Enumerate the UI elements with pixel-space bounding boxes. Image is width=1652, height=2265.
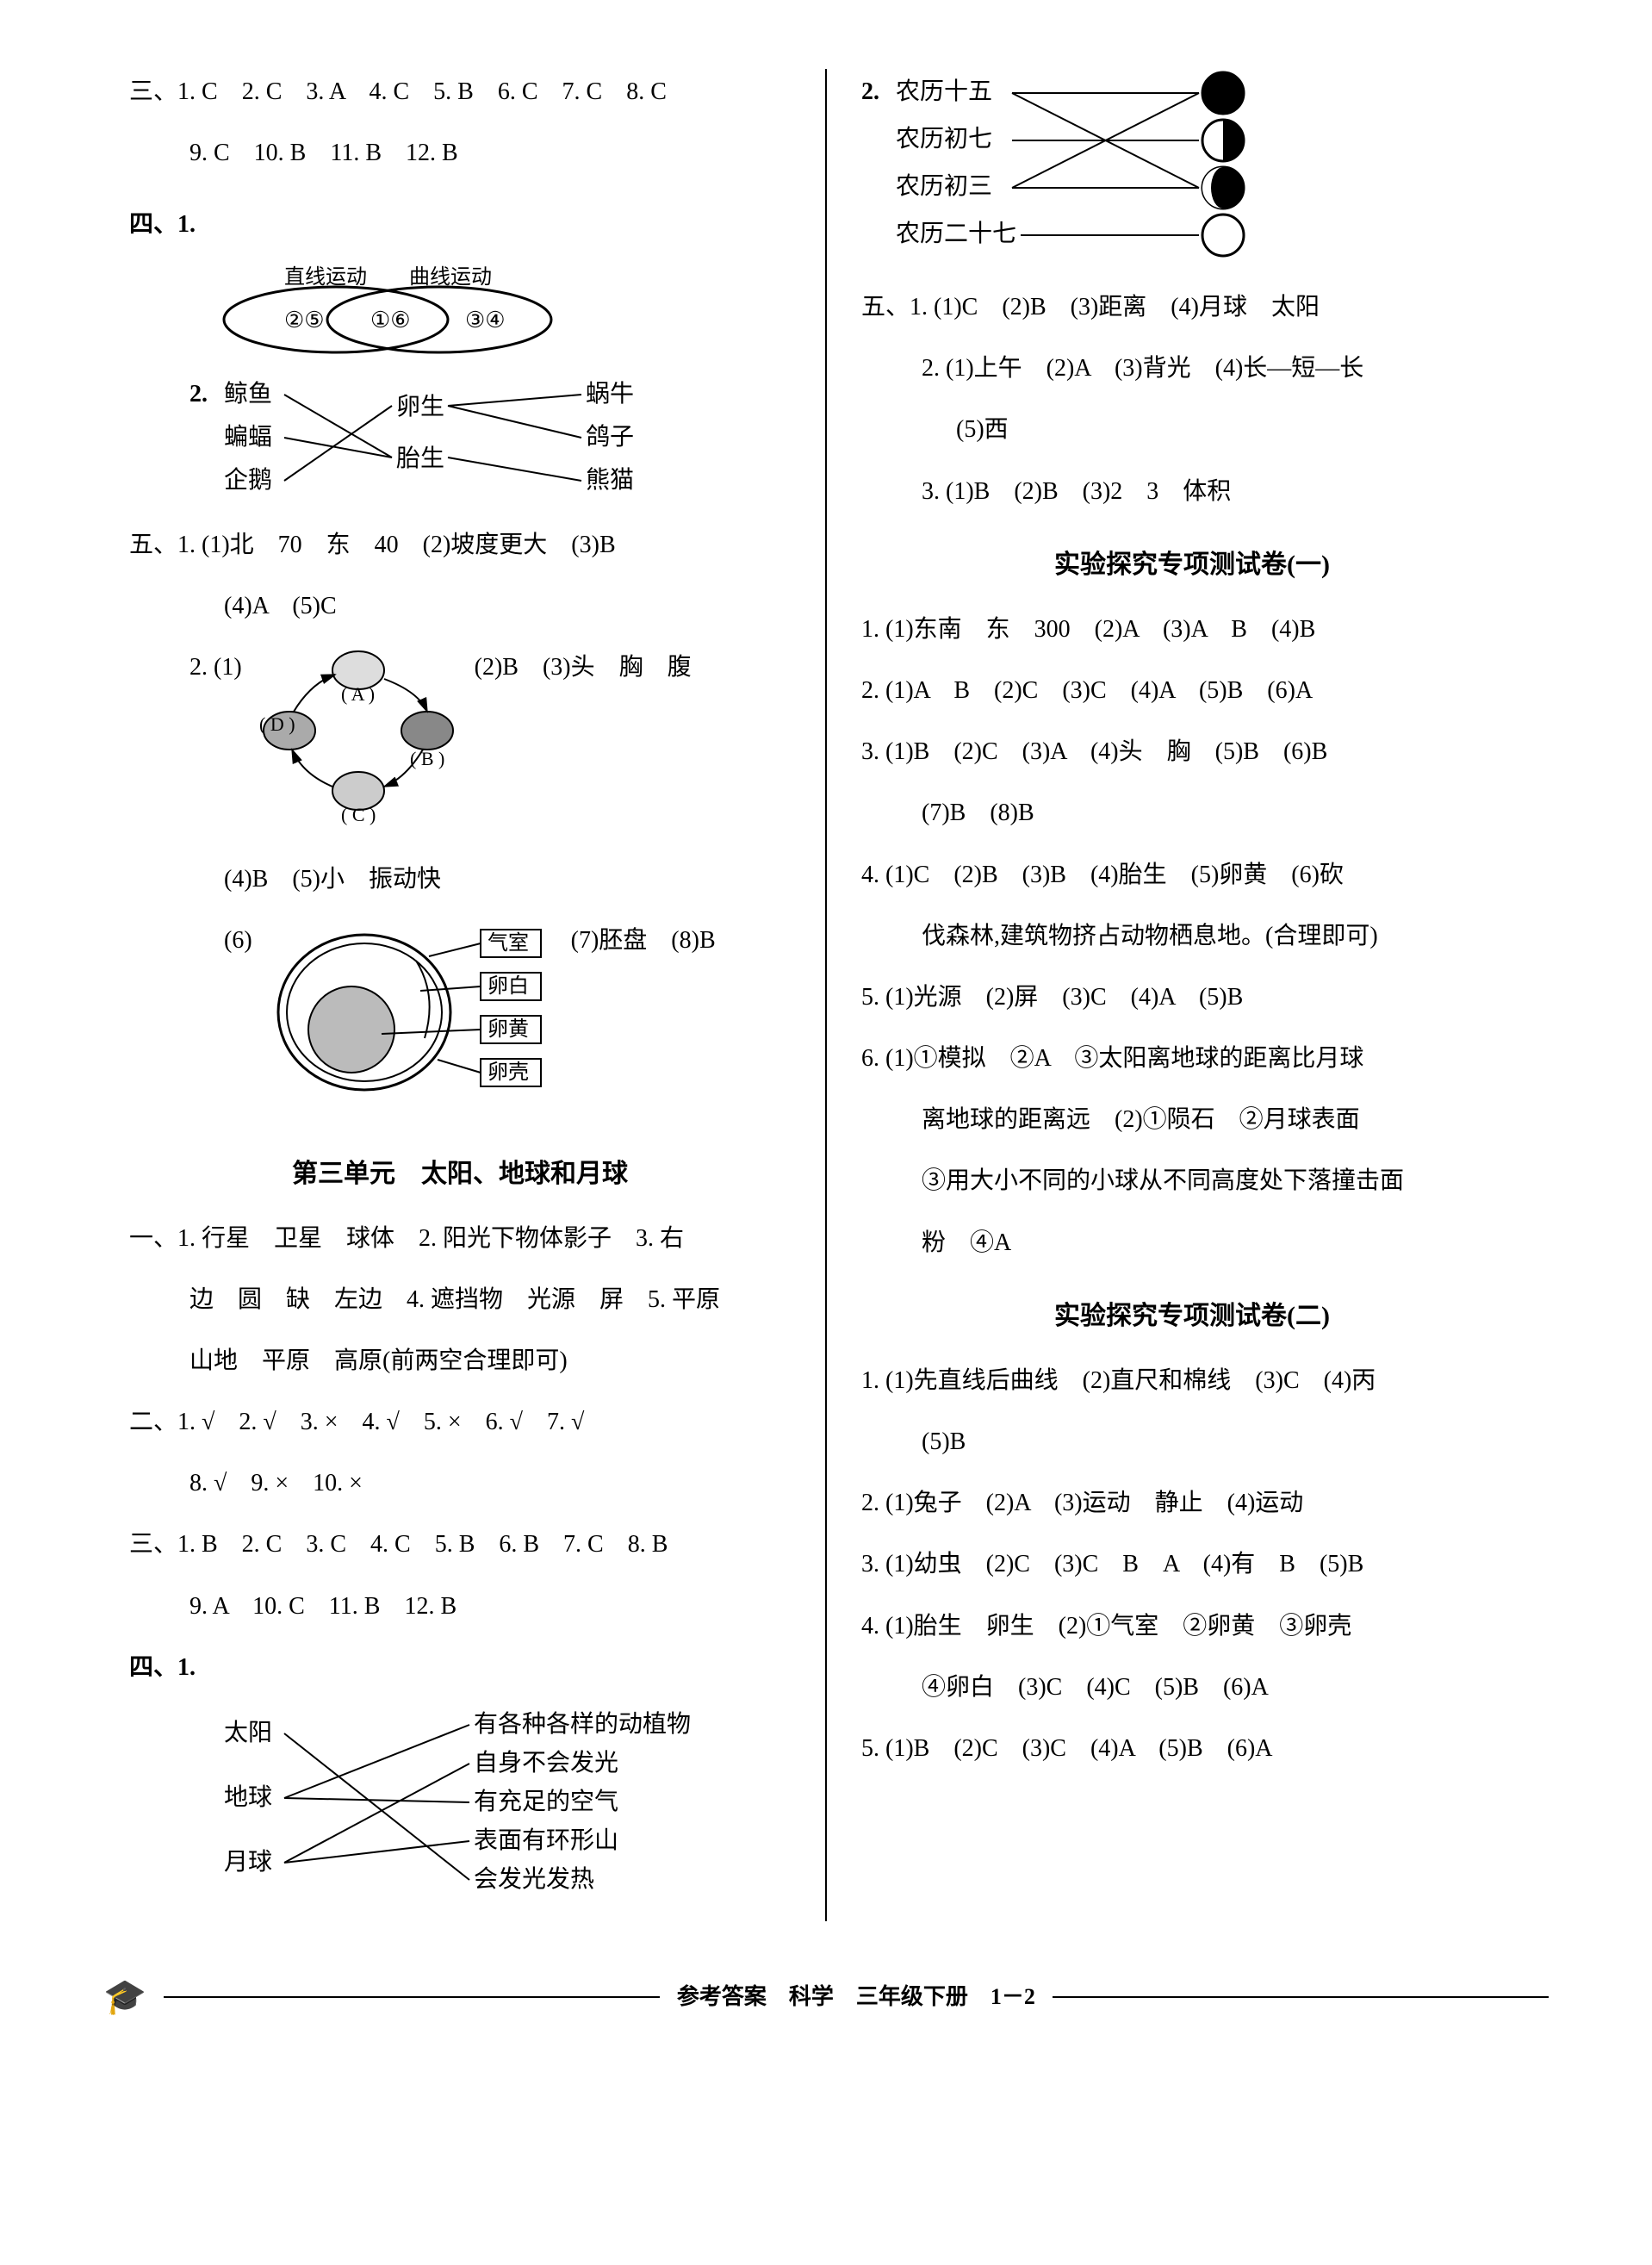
cyc-b: ( B ) <box>410 748 444 769</box>
text-line: (4)B (5)小 振动快 <box>129 856 791 902</box>
text-line: (5)B <box>861 1419 1523 1465</box>
sem-r0: 有各种各样的动植物 <box>474 1710 691 1738</box>
sem-r4: 会发光发热 <box>474 1865 594 1893</box>
text-line: 2. (1)上午 (2)A (3)背光 (4)长—短—长 <box>861 345 1523 391</box>
venn-svg: ②⑤ ①⑥ ③④ <box>207 264 568 358</box>
mm1: 胎生 <box>396 445 444 472</box>
moon-l0: 农历十五 <box>896 78 992 105</box>
cyc-c: ( C ) <box>341 804 376 825</box>
text-line: 边 圆 缺 左边 4. 遮挡物 光源 屏 5. 平原 <box>129 1277 791 1322</box>
moon-l1: 农历初七 <box>896 125 992 152</box>
cyc-d: ( D ) <box>259 713 295 735</box>
text-line: 四、1. <box>129 202 791 247</box>
text-line: 3. (1)B (2)C (3)A (4)头 胸 (5)B (6)B <box>861 729 1523 775</box>
text-line: 山地 平原 高原(前两空合理即可) <box>129 1338 791 1384</box>
sem-r3: 表面有环形山 <box>474 1826 618 1854</box>
footer-text: 参考答案 科学 三年级下册 1－2 <box>677 1976 1035 2018</box>
sem-l2: 月球 <box>224 1848 272 1876</box>
mr1: 鸽子 <box>586 423 634 451</box>
egg-diagram: 气室 卵白 卵黄 卵壳 <box>270 918 554 1123</box>
text-line: 离地球的距离远 (2)①陨石 ②月球表面 <box>861 1097 1523 1142</box>
section-prefix: 四、1. <box>129 211 196 238</box>
moon-phase-match: 2. 农历十五 农历初七 农历初三 农历二十七 <box>861 69 1266 267</box>
text-line: ③用大小不同的小球从不同高度处下落撞击面 <box>861 1158 1523 1204</box>
grad-cap-icon: 🎓 <box>103 1964 146 2030</box>
text-line: (6) 气室 卵白 <box>129 918 791 1123</box>
sem-l0: 太阳 <box>224 1719 272 1746</box>
text-line: (5)西 <box>861 407 1523 452</box>
sem-r1: 自身不会发光 <box>474 1749 618 1777</box>
text-line: 9. A 10. C 11. B 12. B <box>129 1584 791 1629</box>
text-line: 6. (1)①模拟 ②A ③太阳离地球的距离比月球 <box>861 1036 1523 1081</box>
q-tail: (7)胚盘 (8)B <box>571 918 716 963</box>
text-line: 4. (1)C (2)B (3)B (4)胎生 (5)卵黄 (6)砍 <box>861 852 1523 898</box>
ml2: 企鹅 <box>224 466 272 494</box>
text-line: 五、1. (1)C (2)B (3)距离 (4)月球 太阳 <box>861 284 1523 330</box>
mm0: 卵生 <box>396 393 444 420</box>
left-column: 三、1. C 2. C 3. A 4. C 5. B 6. C 7. C 8. … <box>103 69 817 1921</box>
q-prefix: (6) <box>224 918 252 963</box>
svg-text:2.: 2. <box>861 78 879 105</box>
venn-zone-left: ②⑤ <box>284 308 325 333</box>
q-tail: (2)B (3)头 胸 腹 <box>475 644 692 690</box>
text-line: 一、1. 行星 卫星 球体 2. 阳光下物体影子 3. 右 <box>129 1216 791 1261</box>
text-line: ④卵白 (3)C (4)C (5)B (6)A <box>861 1665 1523 1710</box>
page-footer: 🎓 参考答案 科学 三年级下册 1－2 <box>103 1964 1549 2030</box>
cyc-a: ( A ) <box>341 683 375 705</box>
section-prefix: 四、1. <box>129 1654 196 1681</box>
column-divider <box>825 69 827 1921</box>
sem-r2: 有充足的空气 <box>474 1788 618 1815</box>
text-line: (4)A (5)C <box>129 583 791 629</box>
venn-zone-mid: ①⑥ <box>370 308 411 333</box>
text-line: 二、1. √ 2. √ 3. × 4. √ 5. × 6. √ 7. √ <box>129 1399 791 1445</box>
right-column: 2. 农历十五 农历初七 农历初三 农历二十七 <box>835 69 1549 1921</box>
text-line: 5. (1)光源 (2)屏 (3)C (4)A (5)B <box>861 974 1523 1020</box>
text-line: 2. (1) <box>129 644 791 841</box>
moon-l2: 农历初三 <box>896 172 992 200</box>
text-line: 9. C 10. B 11. B 12. B <box>129 130 791 176</box>
answers: 1. C 2. C 3. A 4. C 5. B 6. C 7. C 8. C <box>177 78 667 105</box>
egg-l3: 卵壳 <box>488 1061 529 1084</box>
venn-label-left: 直线运动 <box>284 258 367 298</box>
text-line: 4. (1)胎生 卵生 (2)①气室 ②卵黄 ③卵壳 <box>861 1603 1523 1649</box>
text-line: 1. (1)先直线后曲线 (2)直尺和棉线 (3)C (4)丙 <box>861 1358 1523 1403</box>
sem-l1: 地球 <box>224 1783 272 1811</box>
text-line: 8. √ 9. × 10. × <box>129 1460 791 1506</box>
egg-l1: 卵白 <box>488 974 529 998</box>
text-line: 四、1. <box>129 1645 791 1690</box>
text-line: 2. (1)兔子 (2)A (3)运动 静止 (4)运动 <box>861 1480 1523 1526</box>
venn-label-right: 曲线运动 <box>409 258 492 298</box>
match-animals: 2. 鲸鱼 蝙蝠 企鹅 卵生 胎生 蜗牛 鸽子 熊猫 <box>189 376 637 505</box>
ml1: 蝙蝠 <box>224 423 272 451</box>
lifecycle-diagram: ( A ) ( B ) ( C ) ( D ) <box>259 644 457 841</box>
unit3-title: 第三单元 太阳、地球和月球 <box>129 1149 791 1198</box>
exp2-title: 实验探究专项测试卷(二) <box>861 1291 1523 1341</box>
page-columns: 三、1. C 2. C 3. A 4. C 5. B 6. C 7. C 8. … <box>103 69 1549 1921</box>
text-line: 伐森林,建筑物挤占动物栖息地。(合理即可) <box>861 913 1523 959</box>
match-sun-earth-moon: 太阳 地球 月球 有各种各样的动植物 自身不会发光 有充足的空气 表面有环形山 … <box>189 1706 749 1904</box>
text-line: 五、1. (1)北 70 东 40 (2)坡度更大 (3)B <box>129 522 791 568</box>
svg-text:2.: 2. <box>189 381 208 408</box>
text-line: 三、1. C 2. C 3. A 4. C 5. B 6. C 7. C 8. … <box>129 69 791 115</box>
moon-l3: 农历二十七 <box>896 220 1016 247</box>
text-line: 2. (1)A B (2)C (3)C (4)A (5)B (6)A <box>861 668 1523 713</box>
mr0: 蜗牛 <box>586 380 634 408</box>
venn-diagram: 直线运动 曲线运动 ②⑤ ①⑥ ③④ <box>207 264 568 358</box>
venn-zone-right: ③④ <box>465 308 506 333</box>
text-line: 三、1. B 2. C 3. C 4. C 5. B 6. B 7. C 8. … <box>129 1521 791 1567</box>
q-prefix: 2. (1) <box>189 644 242 690</box>
ml0: 鲸鱼 <box>224 380 272 408</box>
egg-l2: 卵黄 <box>488 1017 529 1041</box>
text-line: 粉 ④A <box>861 1220 1523 1266</box>
egg-l0: 气室 <box>488 931 529 955</box>
mr2: 熊猫 <box>586 466 634 494</box>
text-line: 3. (1)B (2)B (3)2 3 体积 <box>861 469 1523 514</box>
text-line: 5. (1)B (2)C (3)C (4)A (5)B (6)A <box>861 1726 1523 1771</box>
text-line: (7)B (8)B <box>861 790 1523 836</box>
exp1-title: 实验探究专项测试卷(一) <box>861 540 1523 589</box>
section-prefix: 三、 <box>129 78 177 105</box>
text-line: 1. (1)东南 东 300 (2)A (3)A B (4)B <box>861 607 1523 652</box>
text-line: 3. (1)幼虫 (2)C (3)C B A (4)有 B (5)B <box>861 1541 1523 1587</box>
